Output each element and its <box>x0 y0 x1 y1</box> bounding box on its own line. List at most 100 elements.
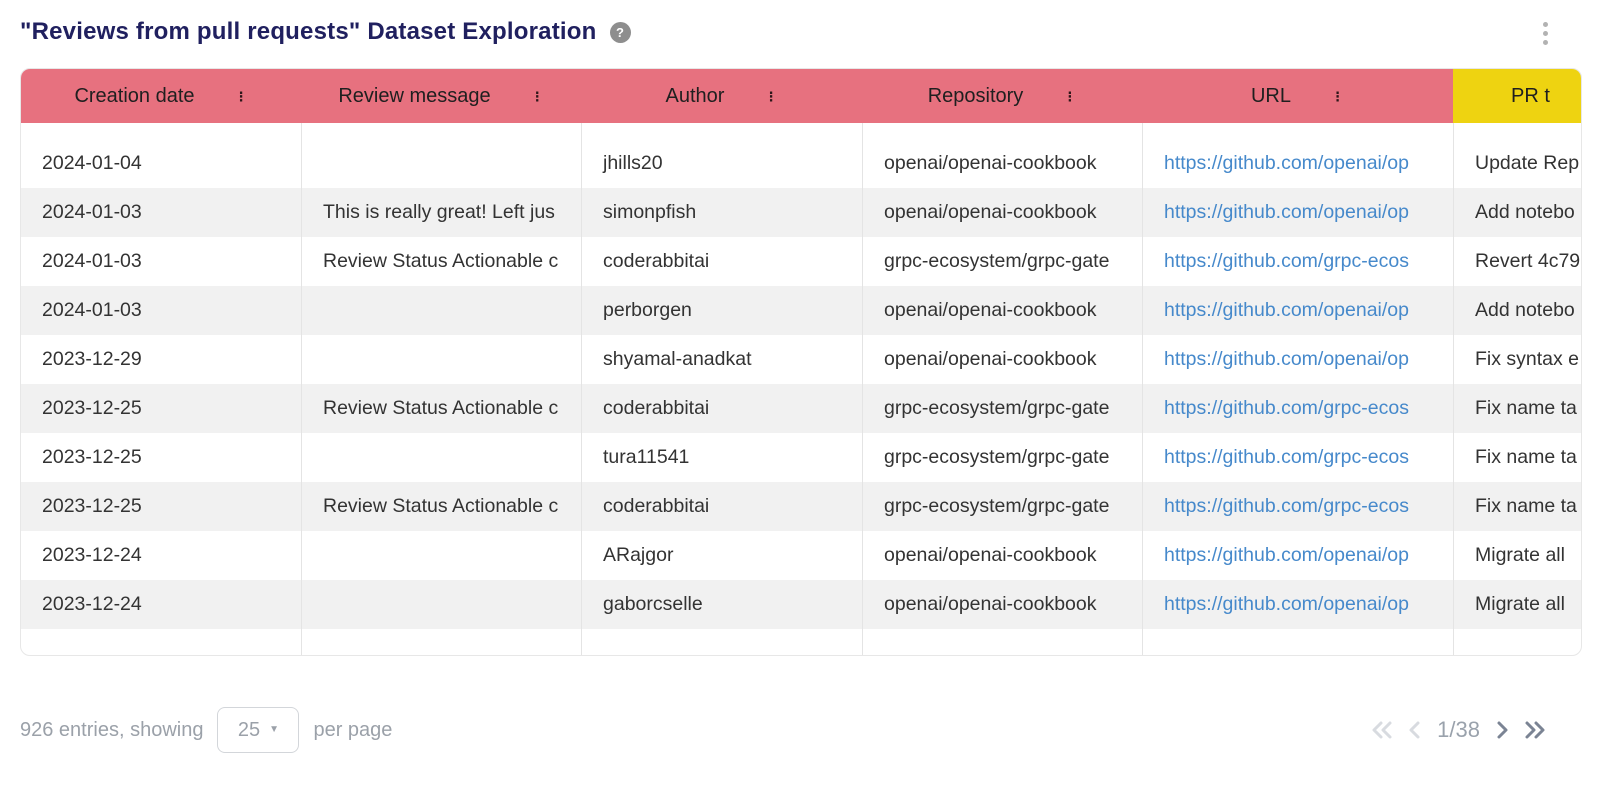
url-link[interactable]: https://github.com/openai/op <box>1142 139 1453 188</box>
url-link[interactable]: https://github.com/grpc-ecos <box>1142 433 1453 482</box>
table-row[interactable]: 2023-12-25 Review Status Actionable c co… <box>21 482 1581 531</box>
cell-creation-date: 2023-12-29 <box>42 348 142 370</box>
cell-pr-title: Fix syntax e <box>1453 335 1581 384</box>
entries-count-text: 926 entries, showing <box>20 718 204 741</box>
cell-repository: openai/openai-cookbook <box>862 531 1142 580</box>
cell-review-message: Review Status Actionable c <box>301 384 581 433</box>
cell-author: jhills20 <box>581 139 862 188</box>
cell-author: coderabbitai <box>581 237 862 286</box>
column-menu-icon[interactable]: ⋮ <box>234 88 248 104</box>
table-row[interactable]: 2024-01-03 perborgen openai/openai-cookb… <box>21 286 1581 335</box>
cell-pr-title: Update Rep <box>1453 139 1581 188</box>
cell-repository: openai/openai-cookbook <box>862 286 1142 335</box>
cell-author: tura11541 <box>581 433 862 482</box>
page-size-dropdown[interactable]: 25 ▼ <box>217 707 300 753</box>
first-page-button[interactable] <box>1369 719 1395 741</box>
help-icon[interactable]: ? <box>609 21 631 43</box>
table-row[interactable]: 2023-12-29 shyamal-anadkat openai/openai… <box>21 335 1581 384</box>
url-link[interactable]: https://github.com/openai/op <box>1142 286 1453 335</box>
url-link[interactable]: https://github.com/openai/op <box>1142 335 1453 384</box>
cell-pr-title: Migrate all <box>1453 580 1581 629</box>
cell-author: shyamal-anadkat <box>581 335 862 384</box>
cell-pr-title: Fix name ta <box>1453 384 1581 433</box>
table-row[interactable]: 2023-12-25 tura11541 grpc-ecosystem/grpc… <box>21 433 1581 482</box>
cell-repository: openai/openai-cookbook <box>862 188 1142 237</box>
table-rows: 2024-01-04 jhills20 openai/openai-cookbo… <box>21 139 1581 629</box>
dataset-table: Creation date ⋮ Review message ⋮ Author … <box>20 68 1582 656</box>
cell-pr-title: Add notebo <box>1453 286 1581 335</box>
cell-review-message <box>301 286 581 335</box>
column-menu-icon[interactable]: ⋮ <box>764 88 778 104</box>
table-body: 2024-01-04 jhills20 openai/openai-cookbo… <box>21 123 1581 655</box>
cell-review-message <box>301 335 581 384</box>
url-link[interactable]: https://github.com/grpc-ecos <box>1142 384 1453 433</box>
url-link[interactable]: https://github.com/openai/op <box>1142 531 1453 580</box>
cell-author: coderabbitai <box>581 482 862 531</box>
column-label: URL <box>1250 84 1291 107</box>
cell-pr-title: Revert 4c79 <box>1453 237 1581 286</box>
column-header-url[interactable]: URL ⋮ <box>1142 69 1453 123</box>
cell-repository: grpc-ecosystem/grpc-gate <box>862 384 1142 433</box>
cell-review-message <box>301 139 581 188</box>
cell-review-message: Review Status Actionable c <box>301 237 581 286</box>
cell-creation-date: 2024-01-03 <box>42 299 142 321</box>
page-indicator: 1/38 <box>1437 717 1480 742</box>
column-header-pr-title[interactable]: PR t <box>1453 69 1581 123</box>
column-header-author[interactable]: Author ⋮ <box>581 69 862 123</box>
cell-review-message <box>301 580 581 629</box>
page-title: "Reviews from pull requests" Dataset Exp… <box>20 18 631 46</box>
next-page-button[interactable] <box>1494 719 1510 741</box>
column-menu-icon[interactable]: ⋮ <box>1063 88 1077 104</box>
column-header-review-message[interactable]: Review message ⋮ <box>301 69 581 123</box>
cell-creation-date: 2023-12-24 <box>42 544 142 566</box>
last-page-button[interactable] <box>1522 719 1548 741</box>
cell-creation-date: 2023-12-24 <box>42 593 142 615</box>
table-row[interactable]: 2023-12-24 gaborcselle openai/openai-coo… <box>21 580 1581 629</box>
cell-pr-title: Add notebo <box>1453 188 1581 237</box>
cell-pr-title: Fix name ta <box>1453 433 1581 482</box>
cell-pr-title: Fix name ta <box>1453 482 1581 531</box>
cell-creation-date: 2023-12-25 <box>42 397 142 419</box>
page-title-text: "Reviews from pull requests" Dataset Exp… <box>20 18 597 45</box>
cell-repository: grpc-ecosystem/grpc-gate <box>862 482 1142 531</box>
table-row[interactable]: 2024-01-03 This is really great! Left ju… <box>21 188 1581 237</box>
table-row[interactable]: 2024-01-03 Review Status Actionable c co… <box>21 237 1581 286</box>
table-row[interactable]: 2023-12-25 Review Status Actionable c co… <box>21 384 1581 433</box>
table-partial-row <box>21 629 1581 655</box>
url-link[interactable]: https://github.com/openai/op <box>1142 580 1453 629</box>
column-menu-icon[interactable]: ⋮ <box>530 88 544 104</box>
cell-author: simonpfish <box>581 188 862 237</box>
cell-author: gaborcselle <box>581 580 862 629</box>
page-size-value: 25 <box>237 718 261 741</box>
cell-repository: openai/openai-cookbook <box>862 139 1142 188</box>
table-row[interactable]: 2024-01-04 jhills20 openai/openai-cookbo… <box>21 139 1581 188</box>
cell-author: ARajgor <box>581 531 862 580</box>
cell-creation-date: 2023-12-25 <box>42 495 142 517</box>
url-link[interactable]: https://github.com/grpc-ecos <box>1142 237 1453 286</box>
url-link[interactable]: https://github.com/grpc-ecos <box>1142 482 1453 531</box>
cell-pr-title: Migrate all <box>1453 531 1581 580</box>
table-row[interactable]: 2023-12-24 ARajgor openai/openai-cookboo… <box>21 531 1581 580</box>
table-header-row: Creation date ⋮ Review message ⋮ Author … <box>21 69 1581 123</box>
cell-repository: grpc-ecosystem/grpc-gate <box>862 237 1142 286</box>
url-link[interactable]: https://github.com/openai/op <box>1142 188 1453 237</box>
column-label: PR t <box>1511 84 1550 107</box>
cell-repository: grpc-ecosystem/grpc-gate <box>862 433 1142 482</box>
cell-review-message <box>301 433 581 482</box>
cell-creation-date: 2024-01-04 <box>42 152 142 174</box>
cell-creation-date: 2024-01-03 <box>42 201 142 223</box>
kebab-menu-icon[interactable] <box>1540 22 1550 45</box>
column-header-repository[interactable]: Repository ⋮ <box>862 69 1142 123</box>
per-page-text: per page <box>313 718 393 741</box>
column-label: Repository <box>927 84 1024 107</box>
previous-page-button[interactable] <box>1407 719 1423 741</box>
chevron-down-icon: ▼ <box>269 724 280 735</box>
cell-repository: openai/openai-cookbook <box>862 335 1142 384</box>
cell-review-message: Review Status Actionable c <box>301 482 581 531</box>
column-menu-icon[interactable]: ⋮ <box>1331 88 1344 104</box>
column-header-creation-date[interactable]: Creation date ⋮ <box>21 69 301 123</box>
column-label: Creation date <box>74 84 195 107</box>
column-label: Author <box>665 84 725 107</box>
cell-review-message: This is really great! Left jus <box>301 188 581 237</box>
pagination-summary: 926 entries, showing 25 ▼ per page <box>20 706 392 754</box>
